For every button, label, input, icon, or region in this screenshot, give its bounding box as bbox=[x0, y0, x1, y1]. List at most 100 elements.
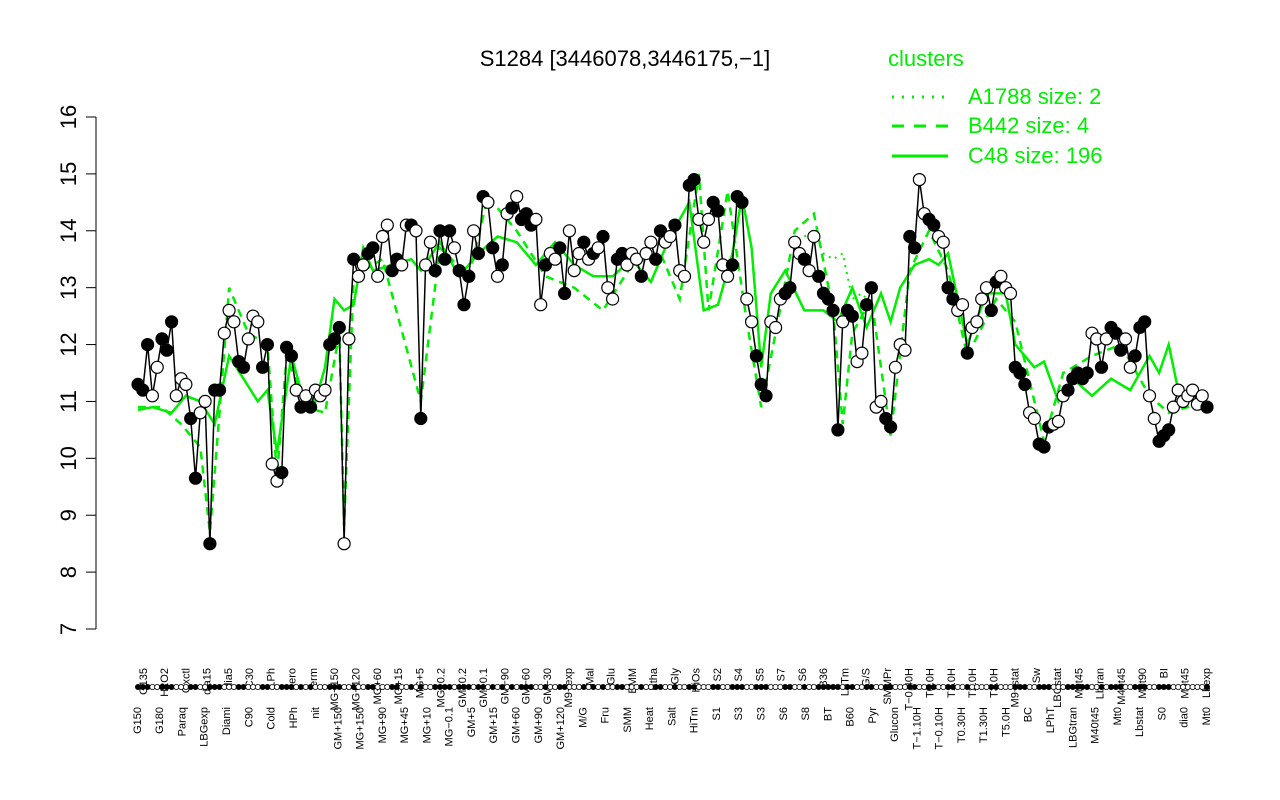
x-tick-label-lower: HiTm bbox=[689, 707, 701, 733]
data-point bbox=[864, 281, 879, 295]
x-tick-label-upper: Gly bbox=[669, 668, 681, 685]
data-point bbox=[136, 383, 150, 397]
data-point bbox=[701, 212, 716, 226]
x-tick-label-lower: T5.0H bbox=[1000, 707, 1012, 737]
x-tick-label-lower: Diami bbox=[221, 707, 233, 735]
x-rug-marker bbox=[1204, 684, 1211, 691]
data-point bbox=[1195, 389, 1209, 403]
data-point bbox=[1109, 326, 1123, 340]
x-tick-label-upper: dia5 bbox=[223, 668, 235, 689]
data-point bbox=[941, 281, 955, 295]
data-point bbox=[342, 332, 356, 346]
data-point bbox=[414, 411, 428, 426]
data-point bbox=[1142, 389, 1157, 403]
data-point bbox=[984, 303, 998, 317]
data-point bbox=[165, 315, 179, 329]
x-tick-label-lower: S1 bbox=[711, 707, 723, 720]
data-point bbox=[859, 298, 874, 312]
data-point bbox=[668, 218, 682, 232]
x-tick-label-lower: Pyr bbox=[867, 707, 879, 724]
data-point bbox=[797, 252, 811, 266]
data-point bbox=[409, 224, 423, 238]
x-tick-label-lower: S6 bbox=[778, 707, 790, 720]
data-point bbox=[534, 298, 548, 312]
x-tick-label-lower: T1.30H bbox=[978, 707, 990, 743]
x-tick-label-lower: GM+150 bbox=[332, 707, 344, 750]
data-point bbox=[227, 315, 241, 329]
data-point bbox=[203, 537, 217, 551]
data-point bbox=[371, 269, 385, 283]
x-tick-label-lower: Glucon bbox=[889, 707, 901, 742]
series-b442-line bbox=[138, 173, 1208, 533]
data-point bbox=[486, 241, 500, 255]
x-tick-label-lower: MG+45 bbox=[399, 707, 411, 743]
data-point bbox=[807, 229, 821, 244]
data-point bbox=[1013, 366, 1027, 380]
data-point bbox=[495, 258, 509, 272]
data-point bbox=[251, 315, 265, 329]
x-tick-label-lower: GM+90 bbox=[533, 707, 545, 743]
data-point bbox=[275, 466, 289, 480]
data-point bbox=[802, 264, 816, 278]
x-tick-label-lower: Paraq bbox=[176, 707, 188, 736]
data-point bbox=[1061, 383, 1075, 397]
data-point bbox=[1123, 360, 1137, 374]
x-tick-label-upper: T1.0H bbox=[946, 668, 958, 698]
y-axis: 7 8 9 10 11 12 13 14 15 16 bbox=[56, 105, 97, 635]
data-point bbox=[1185, 383, 1200, 397]
x-tick-label-upper: S4 bbox=[733, 668, 745, 681]
data-point bbox=[304, 400, 318, 414]
x-tick-label-upper: B36 bbox=[818, 668, 830, 688]
data-point bbox=[327, 332, 342, 346]
data-point bbox=[1027, 411, 1042, 426]
x-tick-label-lower: T−0.10H bbox=[934, 707, 946, 750]
y-tick-label: 15 bbox=[56, 162, 81, 186]
y-tick-label: 14 bbox=[56, 219, 81, 243]
data-point bbox=[644, 235, 658, 249]
data-point bbox=[936, 235, 950, 249]
data-point bbox=[395, 258, 409, 272]
data-point bbox=[462, 269, 476, 283]
data-point bbox=[687, 173, 701, 187]
x-tick-label-upper: BI bbox=[1158, 668, 1170, 678]
data-point bbox=[677, 269, 692, 283]
x-tick-label-lower: LPhT bbox=[1045, 707, 1057, 734]
data-point bbox=[548, 252, 562, 266]
data-point bbox=[845, 309, 859, 323]
data-point bbox=[605, 292, 620, 306]
data-point bbox=[289, 383, 303, 397]
x-tick-label-lower: GM+5 bbox=[466, 707, 478, 737]
data-point bbox=[577, 235, 591, 249]
x-tick-label-lower: Mt0 bbox=[1201, 707, 1213, 725]
x-tick-label-upper: LPh bbox=[265, 668, 277, 688]
data-point bbox=[366, 241, 380, 255]
data-point bbox=[141, 338, 155, 352]
data-point bbox=[284, 349, 298, 363]
data-point bbox=[169, 389, 183, 403]
data-point bbox=[1080, 366, 1094, 380]
x-tick-label-upper: Glu bbox=[606, 668, 618, 685]
x-tick-label-upper: dia15 bbox=[202, 668, 214, 695]
data-point bbox=[337, 537, 351, 551]
data-point bbox=[975, 292, 989, 306]
x-tick-label-upper: T3.0H bbox=[988, 668, 1000, 698]
x-tick-label-lower: MG−0.1 bbox=[444, 707, 456, 746]
data-point bbox=[663, 229, 677, 244]
x-tick-label-upper: M0t45 bbox=[1073, 668, 1085, 699]
data-point bbox=[510, 190, 524, 204]
x-tick-label-upper: S5 bbox=[754, 668, 766, 681]
x-tick-label-upper: Lbtran bbox=[1095, 668, 1107, 699]
y-tick-label: 8 bbox=[56, 566, 81, 578]
data-point bbox=[994, 269, 1008, 283]
data-point bbox=[260, 338, 274, 352]
x-tick-label-lower: B60 bbox=[845, 707, 857, 727]
data-point bbox=[481, 195, 495, 209]
data-point bbox=[960, 346, 974, 360]
data-point bbox=[591, 241, 605, 255]
data-point bbox=[898, 343, 912, 357]
data-point bbox=[471, 246, 485, 261]
data-point bbox=[1200, 400, 1214, 414]
data-point bbox=[375, 229, 390, 244]
x-tick-label-lower: MG+90 bbox=[377, 707, 389, 743]
data-point bbox=[912, 173, 927, 187]
